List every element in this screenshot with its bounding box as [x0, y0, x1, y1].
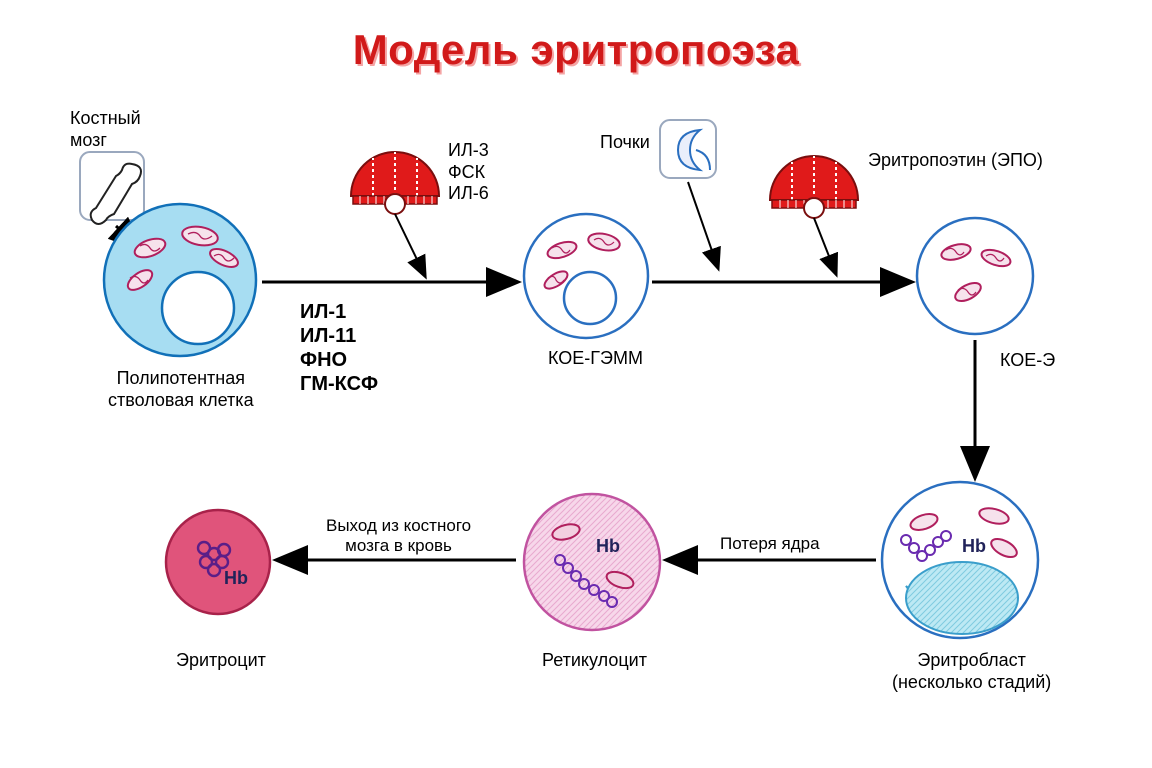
cell-cfu-e — [917, 218, 1033, 334]
label-erythroblast: Эритробласт (несколько стадий) — [892, 650, 1051, 693]
label-erythrocyte: Эритроцит — [176, 650, 266, 672]
hb-mark-erythrocyte: Hb — [224, 568, 248, 588]
diagram-stage: Модель эритропоэза — [0, 0, 1152, 768]
label-cytokines-top: ИЛ-3 ФСК ИЛ-6 — [448, 140, 489, 205]
receptor-icon-1 — [351, 152, 439, 214]
cell-reticulocyte: Hb — [524, 494, 660, 630]
cell-cfu-gemm — [524, 214, 648, 338]
cell-erythrocyte: Hb — [166, 510, 270, 614]
kidney-icon — [660, 120, 716, 178]
label-cytokines-mid: ИЛ-1 ИЛ-11 ФНО ГМ-КСФ — [300, 300, 378, 396]
receptor-icon-2 — [770, 156, 858, 218]
hb-mark-reticulocyte: Hb — [596, 536, 620, 556]
label-reticulocyte: Ретикулоцит — [542, 650, 647, 672]
label-epo: Эритропоэтин (ЭПО) — [868, 150, 1043, 172]
cell-stem — [104, 204, 256, 356]
label-exit-marrow: Выход из костного мозга в кровь — [326, 516, 471, 557]
hb-mark-erythroblast: Hb — [962, 536, 986, 556]
label-stem: Полипотентная стволовая клетка — [108, 368, 254, 411]
bone-icon — [80, 152, 144, 224]
label-bone-marrow: Костный мозг — [70, 108, 141, 151]
label-cfu-e: КОЕ-Э — [1000, 350, 1055, 372]
label-loss-nucleus: Потеря ядра — [720, 534, 820, 554]
label-kidney: Почки — [600, 132, 650, 154]
label-cfu-gemm: КОЕ-ГЭММ — [548, 348, 643, 370]
cell-erythroblast: Hb — [882, 482, 1038, 638]
